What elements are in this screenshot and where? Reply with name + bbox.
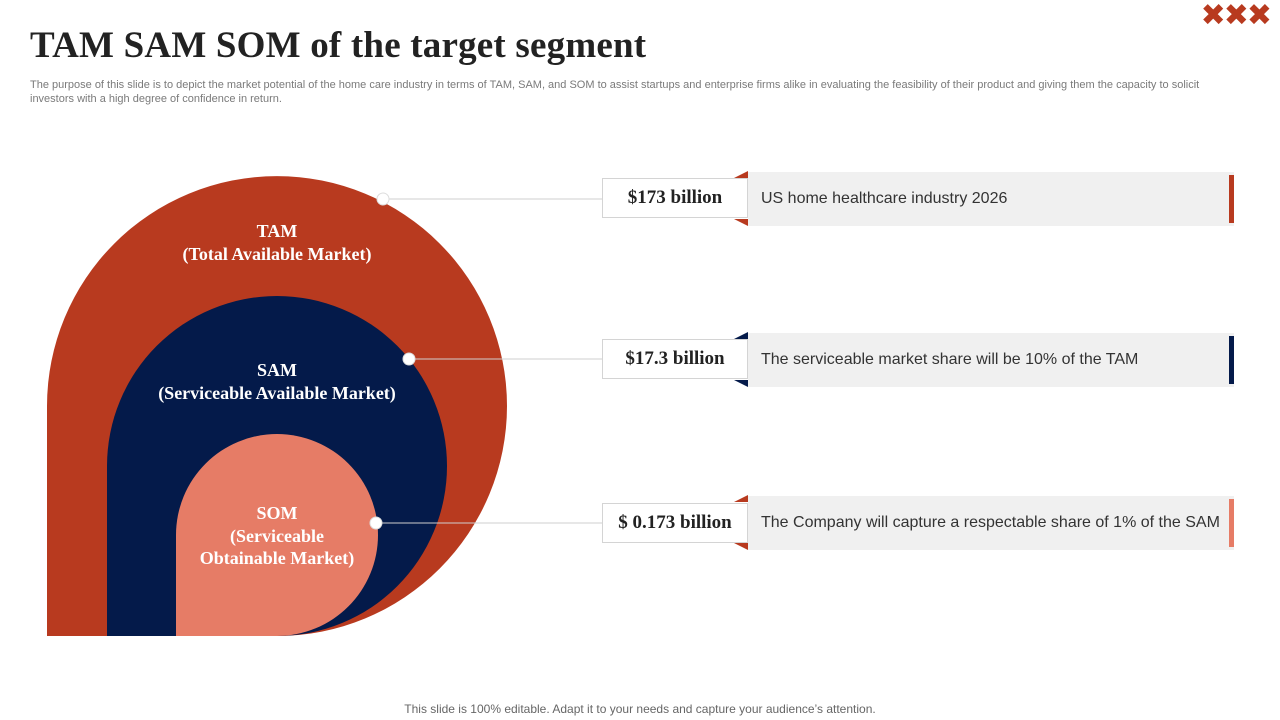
tam-label-subtitle: (Total Available Market): [183, 244, 372, 265]
sam-label-title: SAM: [257, 360, 297, 380]
som-description: The Company will capture a respectable s…: [761, 514, 1220, 531]
som-label-subtitle-1: (Serviceable: [230, 526, 324, 547]
decorative-cross-marks: ✖✖✖: [1200, 0, 1272, 33]
tam-corner-top: [734, 171, 748, 178]
tam-connector-dot: [376, 192, 390, 206]
som-shape: [176, 434, 378, 636]
sam-corner-top: [734, 332, 748, 339]
sam-description-box: The serviceable market share will be 10%…: [748, 333, 1234, 387]
sam-connector-dot: [402, 352, 416, 366]
sam-value: $17.3 billion: [602, 339, 748, 379]
som-corner-bottom: [734, 543, 748, 550]
tam-value: $173 billion: [602, 178, 748, 218]
tam-corner-bottom: [734, 219, 748, 226]
tam-accent-bar: [1229, 175, 1234, 223]
som-accent-bar: [1229, 499, 1234, 547]
tam-label-title: TAM: [257, 221, 298, 241]
sam-description: The serviceable market share will be 10%…: [761, 351, 1139, 368]
tam-description-box: US home healthcare industry 2026: [748, 172, 1234, 226]
som-label-subtitle-2: Obtainable Market): [200, 548, 355, 569]
som-description-box: The Company will capture a respectable s…: [748, 496, 1234, 550]
sam-label-subtitle: (Serviceable Available Market): [158, 383, 396, 404]
som-value: $ 0.173 billion: [602, 503, 748, 543]
som-connector-dot: [369, 516, 383, 530]
som-label-title: SOM: [256, 503, 297, 523]
sam-corner-bottom: [734, 380, 748, 387]
som-corner-top: [734, 495, 748, 502]
page-title: TAM SAM SOM of the target segment: [30, 25, 647, 66]
page-subtitle: The purpose of this slide is to depict t…: [30, 79, 1200, 105]
sam-accent-bar: [1229, 336, 1234, 384]
tam-description: US home healthcare industry 2026: [761, 190, 1008, 207]
footer-note: This slide is 100% editable. Adapt it to…: [404, 702, 876, 716]
